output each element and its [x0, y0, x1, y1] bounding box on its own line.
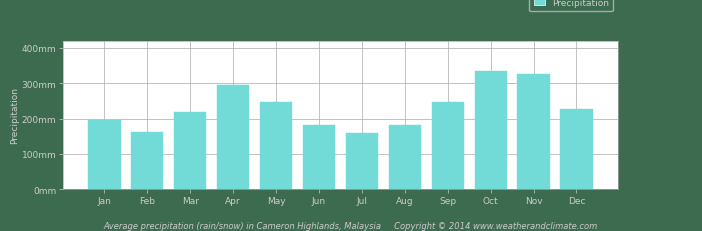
Bar: [389, 125, 421, 189]
Bar: [260, 102, 292, 189]
Bar: [217, 85, 249, 189]
Bar: [174, 113, 206, 189]
Text: Average precipitation (rain/snow) in Cameron Highlands, Malaysia     Copyright ©: Average precipitation (rain/snow) in Cam…: [104, 221, 598, 230]
Bar: [517, 75, 550, 189]
Legend: Precipitation: Precipitation: [529, 0, 614, 12]
Bar: [346, 134, 378, 189]
Bar: [303, 125, 335, 189]
Bar: [131, 132, 164, 189]
Bar: [432, 102, 464, 189]
Bar: [560, 109, 592, 189]
Bar: [88, 121, 121, 189]
Y-axis label: Precipitation: Precipitation: [10, 87, 19, 144]
Bar: [475, 72, 507, 189]
